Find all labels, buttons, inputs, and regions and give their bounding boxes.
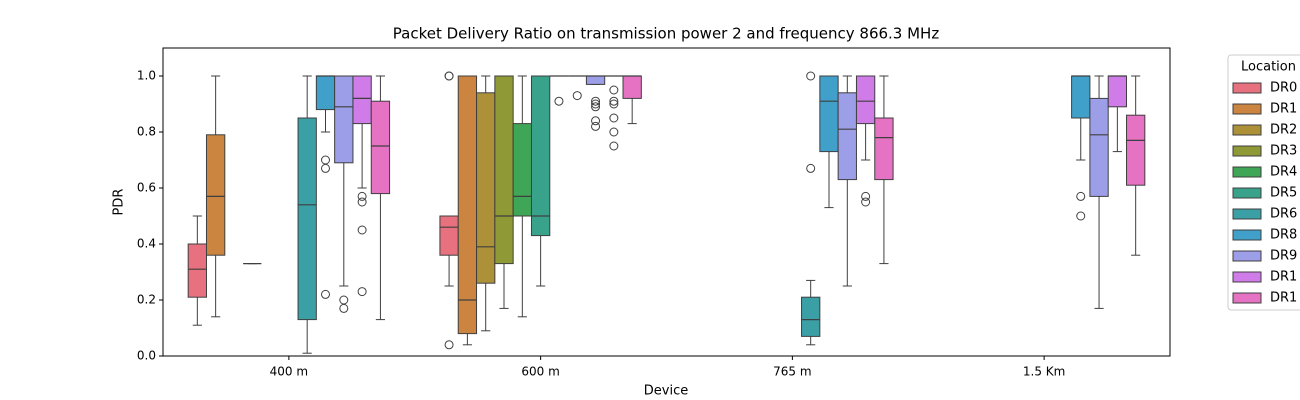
- chart-title: Packet Delivery Ratio on transmission po…: [393, 25, 940, 43]
- box: [1089, 97, 1109, 197]
- legend-swatch: [1232, 82, 1262, 94]
- box: [837, 92, 857, 181]
- flier: [806, 163, 816, 173]
- legend-swatch: [1232, 250, 1262, 262]
- legend-swatch: [1232, 187, 1262, 199]
- flier: [609, 113, 619, 123]
- box: [855, 75, 876, 125]
- legend-label: DR3: [1270, 144, 1297, 159]
- plot-frame: [162, 47, 1171, 357]
- legend-swatch: [1232, 271, 1262, 283]
- legend-swatch: [1232, 145, 1262, 157]
- flier: [591, 99, 601, 109]
- flier: [591, 102, 601, 112]
- box: [874, 117, 894, 181]
- legend-label: DR6: [1270, 207, 1297, 222]
- legend-label: DR4: [1270, 165, 1297, 180]
- flier: [444, 340, 454, 350]
- y-tick-label: 0.8: [137, 125, 156, 139]
- y-tick-label: 0.0: [137, 349, 156, 363]
- box: [187, 243, 207, 298]
- legend-swatch: [1232, 229, 1262, 241]
- legend-swatch: [1232, 166, 1262, 178]
- box: [622, 75, 642, 99]
- flier: [444, 71, 454, 81]
- flier: [357, 191, 367, 201]
- flier: [609, 141, 619, 151]
- legend-title: Location: [1241, 60, 1296, 75]
- box: [476, 92, 496, 284]
- legend-swatch: [1232, 292, 1262, 304]
- box: [1126, 114, 1146, 186]
- box: [512, 123, 532, 217]
- x-tick-label: 765 m: [773, 365, 811, 379]
- box: [370, 100, 391, 195]
- flier: [591, 121, 601, 131]
- x-axis-label: Device: [644, 384, 688, 399]
- flier: [609, 96, 619, 106]
- legend-swatch: [1232, 124, 1262, 136]
- legend-label: DR1: [1270, 102, 1297, 117]
- box: [530, 75, 551, 237]
- box: [494, 75, 514, 265]
- flier: [1076, 211, 1086, 221]
- legend-swatch: [1232, 103, 1262, 115]
- legend-frame: [1227, 54, 1300, 311]
- flier: [861, 197, 871, 207]
- flier: [861, 191, 871, 201]
- box: [585, 75, 606, 85]
- flier: [572, 91, 582, 101]
- legend-label: DR9: [1270, 249, 1297, 264]
- y-tick-label: 1.0: [137, 69, 156, 83]
- flier: [591, 96, 601, 106]
- box: [801, 296, 821, 337]
- box: [1071, 75, 1091, 119]
- box: [297, 117, 317, 321]
- box: [315, 75, 336, 111]
- flier: [339, 303, 349, 313]
- flier: [554, 96, 564, 106]
- box: [334, 75, 354, 164]
- flier: [609, 99, 619, 109]
- flier: [357, 287, 367, 297]
- flier: [357, 197, 367, 207]
- flier: [320, 155, 330, 165]
- y-tick-label: 0.6: [137, 181, 156, 195]
- legend-label: DR8: [1270, 228, 1297, 243]
- flier: [591, 116, 601, 126]
- flier: [339, 295, 349, 305]
- flier: [806, 71, 816, 81]
- box: [819, 75, 839, 153]
- x-tick-label: 600 m: [521, 365, 559, 379]
- flier: [609, 85, 619, 95]
- y-axis-label: PDR: [112, 189, 127, 216]
- box: [352, 75, 372, 125]
- box: [1107, 75, 1128, 108]
- legend-label: DR1: [1270, 270, 1297, 285]
- flier: [320, 289, 330, 299]
- legend-label: DR0: [1270, 81, 1297, 96]
- legend-label: DR2: [1270, 123, 1297, 138]
- legend-swatch: [1232, 208, 1262, 220]
- flier: [609, 127, 619, 137]
- box: [457, 75, 478, 335]
- box: [205, 134, 226, 256]
- y-tick-label: 0.4: [137, 237, 156, 251]
- box: [439, 215, 459, 256]
- flier: [1076, 191, 1086, 201]
- legend-label: DR1: [1270, 291, 1297, 306]
- y-tick-label: 0.2: [137, 293, 156, 307]
- x-tick-label: 1.5 Km: [1023, 365, 1065, 379]
- x-tick-label: 400 m: [270, 365, 308, 379]
- legend-label: DR5: [1270, 186, 1297, 201]
- flier: [357, 225, 367, 235]
- flier: [320, 163, 330, 173]
